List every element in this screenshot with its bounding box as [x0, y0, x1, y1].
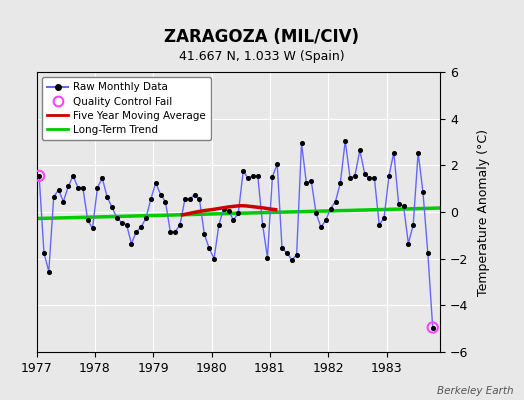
- Point: [278, 245, 286, 251]
- Point: [74, 184, 82, 191]
- Point: [93, 184, 102, 191]
- Point: [64, 183, 72, 190]
- Point: [356, 147, 364, 153]
- Text: 41.667 N, 1.033 W (Spain): 41.667 N, 1.033 W (Spain): [179, 50, 345, 63]
- Point: [98, 175, 106, 181]
- Point: [40, 250, 48, 256]
- Point: [419, 189, 427, 195]
- Point: [409, 222, 418, 228]
- Point: [249, 173, 257, 179]
- Point: [147, 196, 155, 202]
- Point: [195, 196, 204, 202]
- Legend: Raw Monthly Data, Quality Control Fail, Five Year Moving Average, Long-Term Tren: Raw Monthly Data, Quality Control Fail, …: [42, 77, 211, 140]
- Point: [89, 225, 97, 232]
- Text: Berkeley Earth: Berkeley Earth: [437, 386, 514, 396]
- Point: [123, 222, 131, 228]
- Point: [35, 173, 43, 179]
- Point: [336, 180, 345, 186]
- Point: [292, 252, 301, 258]
- Point: [35, 173, 43, 179]
- Point: [190, 191, 199, 198]
- Point: [185, 196, 194, 202]
- Point: [113, 215, 121, 221]
- Point: [429, 324, 437, 331]
- Point: [142, 215, 150, 221]
- Point: [283, 250, 291, 256]
- Point: [239, 168, 247, 174]
- Point: [312, 210, 320, 216]
- Point: [326, 205, 335, 212]
- Point: [220, 205, 228, 212]
- Point: [132, 229, 140, 235]
- Point: [263, 254, 271, 261]
- Point: [380, 215, 388, 221]
- Point: [230, 217, 238, 223]
- Point: [341, 138, 350, 144]
- Point: [390, 149, 398, 156]
- Point: [385, 173, 393, 179]
- Point: [103, 194, 111, 200]
- Point: [316, 224, 325, 230]
- Point: [297, 140, 305, 146]
- Point: [268, 174, 277, 180]
- Point: [69, 173, 78, 179]
- Point: [108, 204, 116, 210]
- Point: [273, 161, 281, 167]
- Point: [234, 210, 243, 216]
- Point: [215, 222, 223, 228]
- Point: [210, 256, 218, 262]
- Point: [59, 198, 68, 205]
- Point: [351, 173, 359, 179]
- Point: [205, 245, 213, 251]
- Point: [244, 175, 252, 181]
- Point: [127, 240, 136, 247]
- Point: [156, 191, 165, 198]
- Point: [161, 198, 170, 205]
- Point: [346, 175, 354, 181]
- Point: [254, 173, 262, 179]
- Point: [429, 324, 437, 331]
- Point: [176, 222, 184, 228]
- Point: [54, 187, 63, 193]
- Point: [258, 222, 267, 228]
- Point: [322, 217, 330, 223]
- Y-axis label: Temperature Anomaly (°C): Temperature Anomaly (°C): [477, 128, 489, 296]
- Point: [200, 231, 209, 237]
- Point: [365, 175, 374, 181]
- Point: [151, 180, 160, 186]
- Point: [49, 194, 58, 200]
- Text: ZARAGOZA (MIL/CIV): ZARAGOZA (MIL/CIV): [165, 28, 359, 46]
- Point: [331, 198, 340, 205]
- Point: [302, 180, 311, 186]
- Point: [361, 170, 369, 177]
- Point: [423, 250, 432, 256]
- Point: [171, 229, 179, 235]
- Point: [399, 203, 408, 209]
- Point: [137, 224, 145, 230]
- Point: [79, 184, 87, 191]
- Point: [181, 196, 189, 202]
- Point: [404, 240, 412, 247]
- Point: [166, 229, 174, 235]
- Point: [370, 175, 378, 181]
- Point: [83, 217, 92, 223]
- Point: [288, 257, 296, 263]
- Point: [45, 268, 53, 275]
- Point: [117, 219, 126, 226]
- Point: [224, 208, 233, 214]
- Point: [307, 177, 315, 184]
- Point: [395, 201, 403, 207]
- Point: [375, 222, 384, 228]
- Point: [414, 149, 422, 156]
